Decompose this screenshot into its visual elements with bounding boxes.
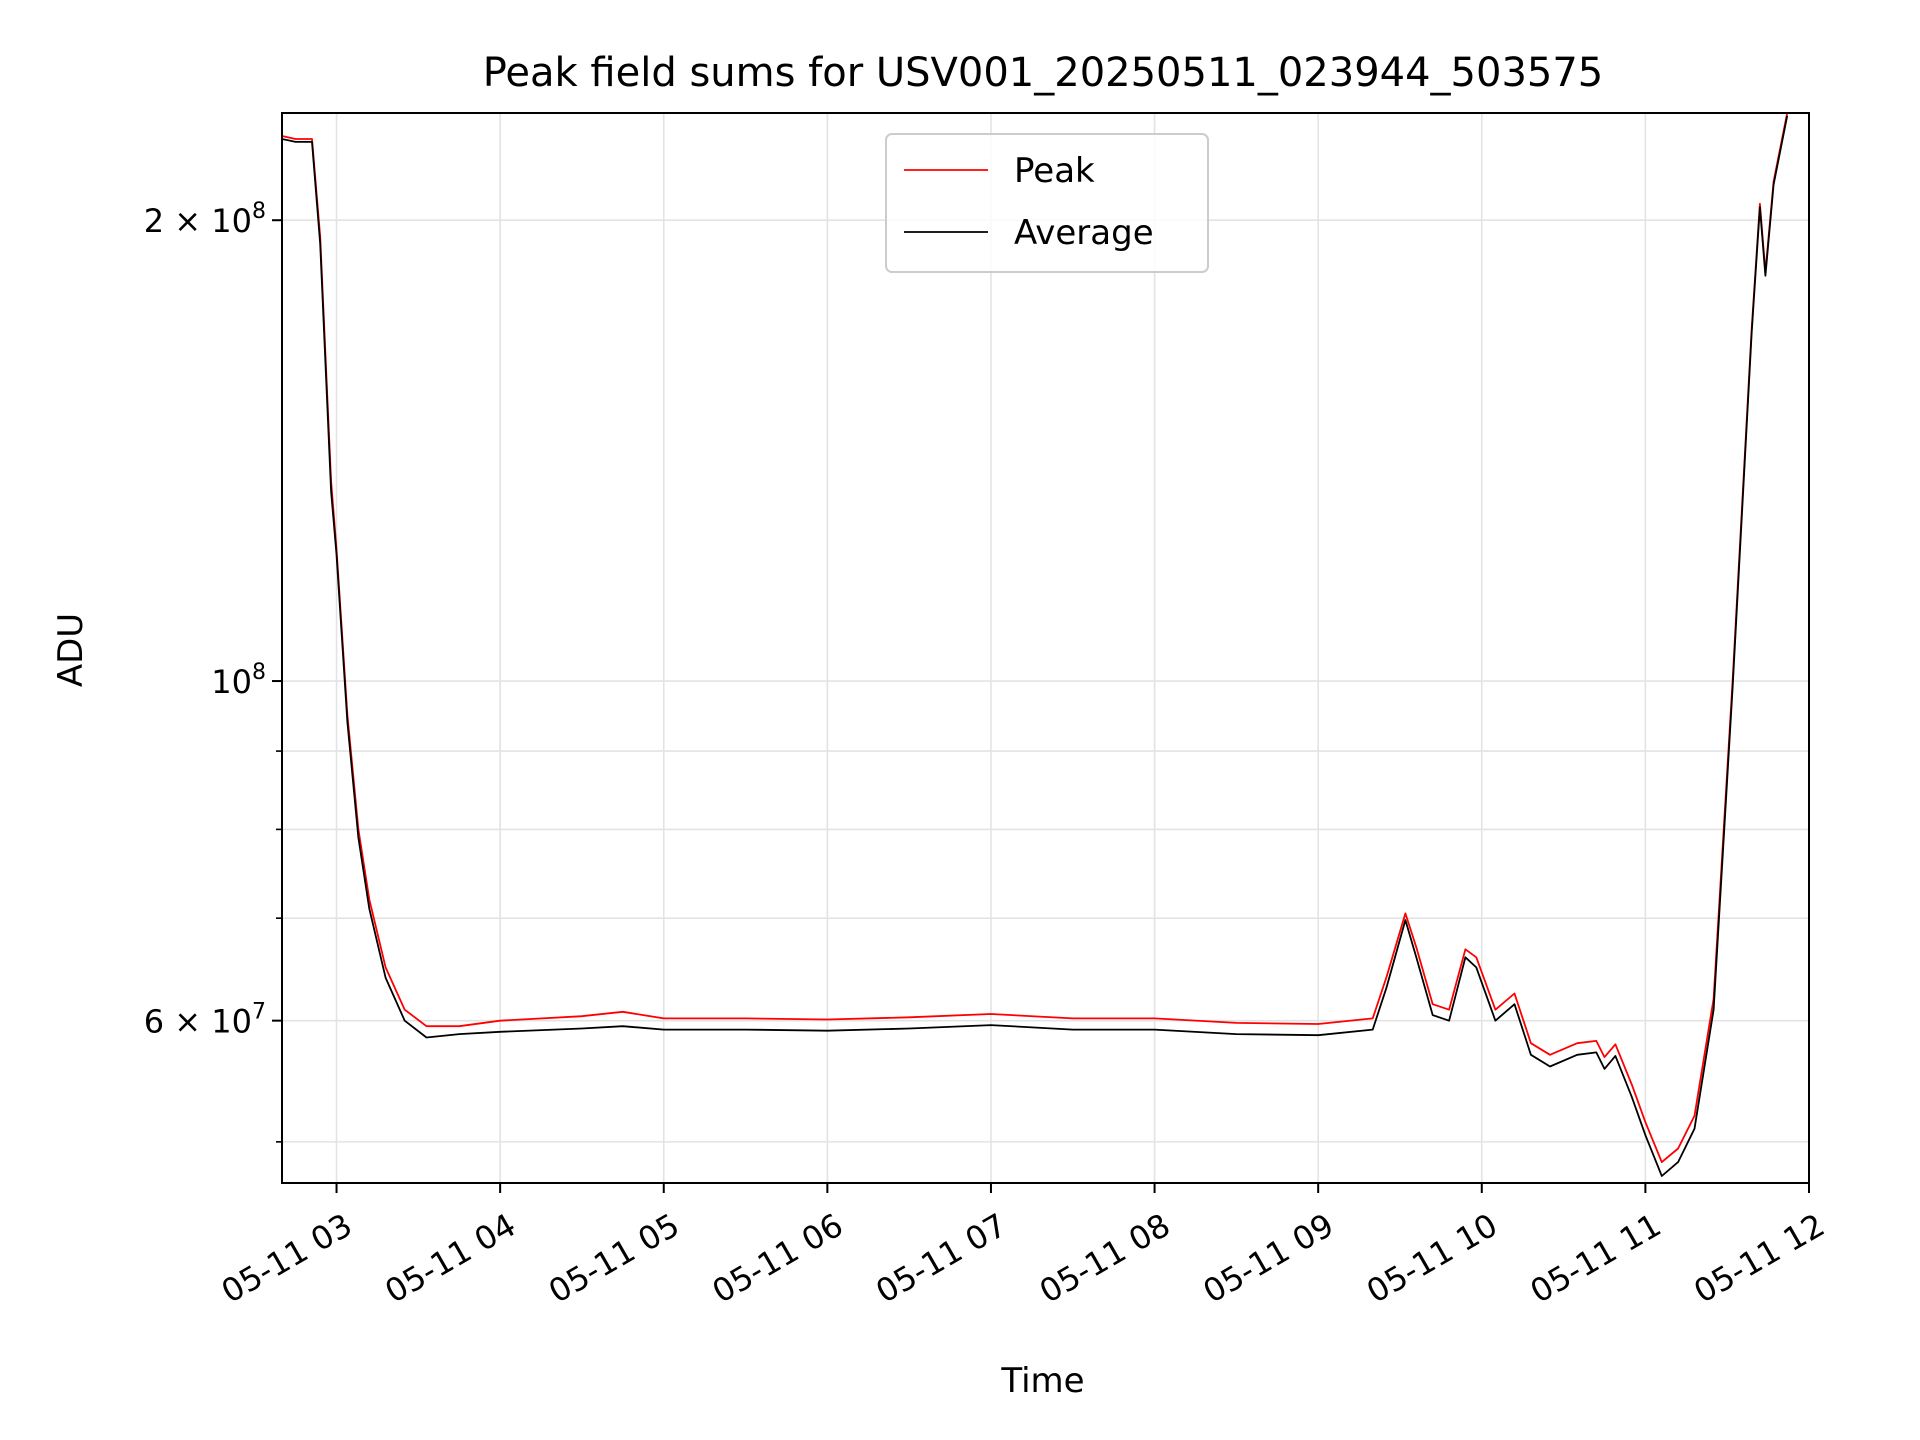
series-line-average <box>282 115 1789 1177</box>
series-layer <box>282 113 1789 1177</box>
chart-title: Peak field sums for USV001_20250511_0239… <box>483 50 1604 96</box>
legend: Peak Average <box>885 133 1209 273</box>
legend-label-average: Average <box>1014 213 1154 253</box>
y-axis-label: ADU <box>51 613 91 687</box>
x-axis-label: Time <box>1000 1361 1084 1401</box>
plot-area-frame <box>281 112 1810 1184</box>
legend-label-peak: Peak <box>1014 151 1095 191</box>
y-tick-label: 6 × 107 <box>144 1000 266 1041</box>
series-line-peak <box>282 113 1789 1163</box>
legend-box <box>885 133 1209 273</box>
y-tick-label: 108 <box>211 660 266 701</box>
y-tick-label: 2 × 108 <box>144 199 266 240</box>
